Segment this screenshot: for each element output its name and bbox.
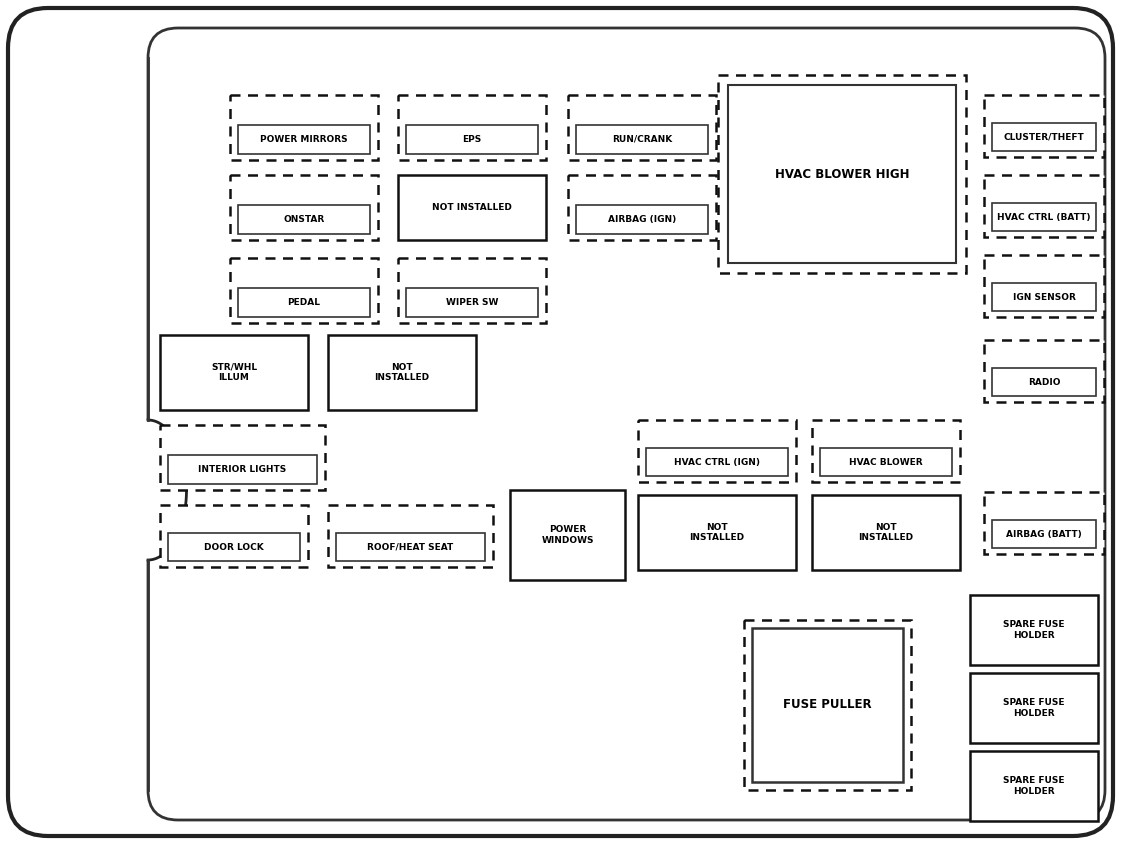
Text: EPS: EPS <box>462 135 482 143</box>
Text: RADIO: RADIO <box>1028 377 1060 387</box>
Bar <box>230 175 378 240</box>
Bar <box>576 205 708 234</box>
Bar <box>638 495 796 570</box>
Bar <box>646 448 788 476</box>
Text: NOT INSTALLED: NOT INSTALLED <box>432 203 512 212</box>
Bar <box>638 420 796 482</box>
Text: HVAC CTRL (BATT): HVAC CTRL (BATT) <box>998 213 1091 221</box>
Bar <box>752 628 904 782</box>
Bar <box>328 505 493 567</box>
Bar <box>328 335 476 410</box>
Bar <box>744 620 911 790</box>
Bar <box>143 420 158 560</box>
Bar <box>992 520 1096 548</box>
Text: SPARE FUSE
HOLDER: SPARE FUSE HOLDER <box>1003 698 1065 717</box>
Text: ROOF/HEAT SEAT: ROOF/HEAT SEAT <box>368 543 454 551</box>
Text: HVAC BLOWER HIGH: HVAC BLOWER HIGH <box>775 167 909 181</box>
Bar <box>238 205 370 234</box>
Text: STR/WHL
ILLUM: STR/WHL ILLUM <box>211 363 257 382</box>
Text: RUN/CRANK: RUN/CRANK <box>612 135 673 143</box>
Text: HVAC CTRL (IGN): HVAC CTRL (IGN) <box>674 457 760 467</box>
Bar <box>717 75 966 273</box>
Bar <box>984 340 1104 402</box>
Bar <box>398 175 546 240</box>
Text: INTERIOR LIGHTS: INTERIOR LIGHTS <box>198 465 287 473</box>
Bar <box>576 125 708 154</box>
Bar <box>992 368 1096 396</box>
Bar <box>984 175 1104 237</box>
Bar <box>230 258 378 323</box>
Text: SPARE FUSE
HOLDER: SPARE FUSE HOLDER <box>1003 776 1065 796</box>
Bar <box>398 258 546 323</box>
Bar <box>812 420 960 482</box>
Bar <box>728 85 956 263</box>
Text: AIRBAG (BATT): AIRBAG (BATT) <box>1007 529 1082 538</box>
Bar <box>970 673 1097 743</box>
Text: ONSTAR: ONSTAR <box>284 215 325 224</box>
Text: AIRBAG (IGN): AIRBAG (IGN) <box>608 215 676 224</box>
Bar <box>160 335 308 410</box>
Bar <box>238 125 370 154</box>
Text: SPARE FUSE
HOLDER: SPARE FUSE HOLDER <box>1003 620 1065 640</box>
Text: NOT
INSTALLED: NOT INSTALLED <box>859 522 914 542</box>
Bar <box>160 505 308 567</box>
FancyBboxPatch shape <box>8 8 1113 836</box>
Bar <box>992 203 1096 231</box>
Text: FUSE PULLER: FUSE PULLER <box>784 699 872 711</box>
Bar <box>230 95 378 160</box>
FancyBboxPatch shape <box>148 28 1105 820</box>
Text: POWER MIRRORS: POWER MIRRORS <box>260 135 348 143</box>
Bar <box>812 495 960 570</box>
Text: WIPER SW: WIPER SW <box>446 298 498 307</box>
Bar <box>238 288 370 317</box>
Bar <box>568 175 716 240</box>
Bar <box>984 255 1104 317</box>
Bar <box>406 125 538 154</box>
Bar <box>970 595 1097 665</box>
Bar <box>992 123 1096 151</box>
Bar <box>568 95 716 160</box>
Text: HVAC BLOWER: HVAC BLOWER <box>850 457 923 467</box>
Bar <box>168 455 317 484</box>
Bar <box>992 283 1096 311</box>
Bar <box>406 288 538 317</box>
Text: NOT
INSTALLED: NOT INSTALLED <box>374 363 429 382</box>
Bar <box>336 533 485 561</box>
Bar <box>984 95 1104 157</box>
Text: IGN SENSOR: IGN SENSOR <box>1012 293 1075 301</box>
Text: PEDAL: PEDAL <box>287 298 321 307</box>
Bar <box>819 448 952 476</box>
Bar <box>398 95 546 160</box>
Bar <box>168 533 300 561</box>
Text: CLUSTER/THEFT: CLUSTER/THEFT <box>1003 133 1084 142</box>
Bar <box>970 751 1097 821</box>
Bar <box>510 490 626 580</box>
Text: DOOR LOCK: DOOR LOCK <box>204 543 263 551</box>
Text: POWER
WINDOWS: POWER WINDOWS <box>541 525 594 544</box>
Text: NOT
INSTALLED: NOT INSTALLED <box>689 522 744 542</box>
Bar <box>160 425 325 490</box>
Bar <box>984 492 1104 554</box>
